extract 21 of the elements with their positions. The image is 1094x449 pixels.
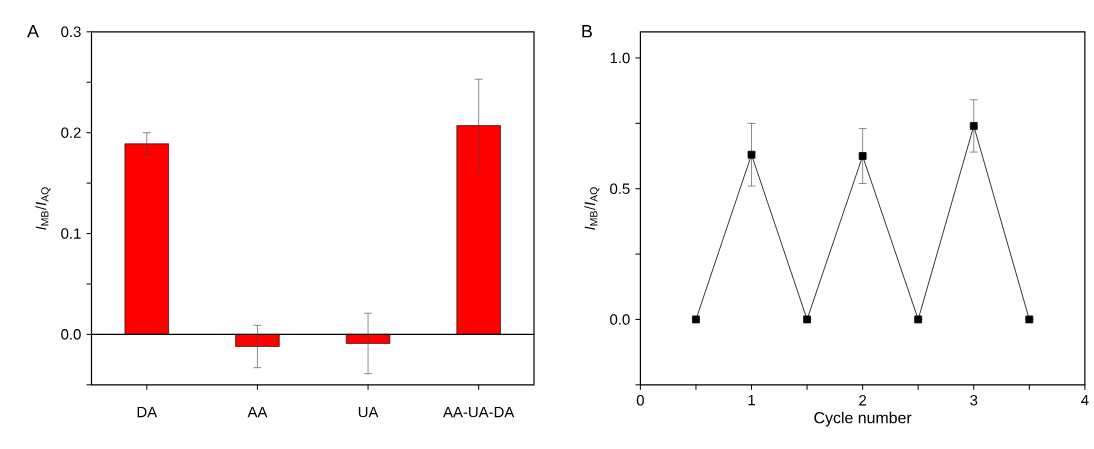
y-tick-label: 0.0 (610, 313, 630, 325)
x-tick-label: 2 (859, 394, 867, 406)
x-tick-label: 1 (748, 394, 755, 405)
y-tick-label: 0.5 (610, 183, 630, 194)
x-tick-label: 4 (1081, 394, 1089, 405)
x-tick-label: AA (247, 406, 268, 417)
x-tick-label: 3 (970, 394, 978, 406)
y-tick-label: 0.2 (61, 127, 81, 138)
y-axis-title: I$_{MB}$/I$_{AQ}$ (584, 187, 600, 230)
x-tick-label: 0 (636, 394, 644, 406)
x-tick-label: DA (137, 406, 158, 417)
chart-title: A (27, 24, 39, 38)
y-tick-label: 1.0 (610, 52, 630, 64)
y-tick-label: 0.3 (61, 26, 81, 37)
x-tick-label: UA (358, 406, 379, 418)
chart-title: B (582, 24, 592, 38)
y-axis-title: I$_{MB}$/I$_{AQ}$ (35, 187, 51, 230)
x-tick-label: AA-UA-DA (443, 406, 515, 418)
x-axis-title: Cycle number (814, 411, 912, 427)
y-tick-label: 0.1 (61, 228, 81, 239)
y-tick-label: 0.0 (61, 328, 81, 340)
